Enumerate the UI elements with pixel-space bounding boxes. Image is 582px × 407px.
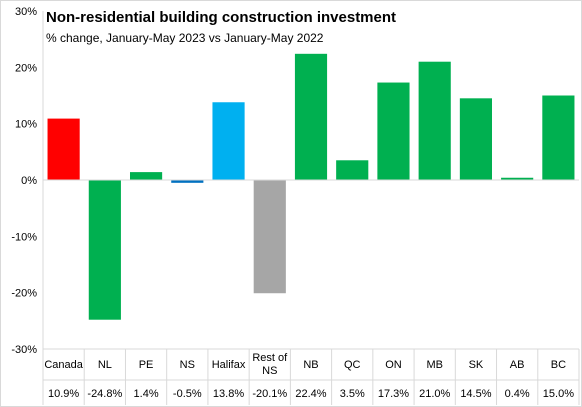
data-label: 1.4% — [134, 388, 159, 400]
bar-mb — [418, 61, 451, 181]
bar-bc — [542, 95, 575, 180]
bar-halifax — [212, 102, 245, 180]
chart-title: Non-residential building construction in… — [46, 9, 397, 26]
data-label: 17.3% — [378, 388, 409, 400]
bar-nl — [88, 180, 121, 320]
bar-nb — [294, 53, 328, 180]
data-label: 10.9% — [48, 388, 79, 400]
category-label: PE — [139, 359, 154, 371]
category-label: QC — [344, 359, 361, 371]
data-label: -24.8% — [87, 388, 122, 400]
bar-canada — [47, 118, 80, 180]
bar-pe — [129, 172, 163, 180]
data-label: 22.4% — [295, 388, 326, 400]
data-label: 13.8% — [213, 388, 244, 400]
y-tick-label: 10% — [15, 119, 37, 131]
data-label: 3.5% — [340, 388, 365, 400]
category-label: NL — [98, 359, 112, 371]
category-label: NB — [303, 359, 318, 371]
bar-ns — [171, 180, 204, 183]
data-label: -20.1% — [252, 388, 287, 400]
y-tick-label: 0% — [21, 175, 37, 187]
bar-on — [377, 82, 410, 180]
data-label: 14.5% — [460, 388, 491, 400]
data-label: 15.0% — [543, 388, 574, 400]
bar-rest-of-ns — [253, 180, 286, 294]
category-label: Rest of — [252, 352, 288, 364]
category-label: NS — [262, 365, 277, 377]
category-label: AB — [510, 359, 525, 371]
category-label: Canada — [44, 359, 83, 371]
category-label: Halifax — [212, 359, 246, 371]
y-tick-label: 20% — [15, 62, 37, 74]
bar-sk — [459, 98, 493, 180]
category-label: BC — [551, 359, 566, 371]
y-tick-label: 30% — [15, 6, 37, 18]
category-label: ON — [385, 359, 402, 371]
bar-qc — [336, 160, 369, 180]
chart-subtitle: % change, January-May 2023 vs January-Ma… — [46, 31, 324, 45]
data-label: 0.4% — [505, 388, 530, 400]
y-tick-label: -20% — [11, 288, 37, 300]
y-tick-label: -10% — [11, 231, 37, 243]
data-label: -0.5% — [173, 388, 202, 400]
category-label: MB — [426, 359, 443, 371]
data-label: 21.0% — [419, 388, 450, 400]
category-label: NS — [180, 359, 195, 371]
category-label: SK — [469, 359, 484, 371]
y-tick-label: -30% — [11, 344, 37, 356]
bar-ab — [501, 177, 534, 180]
